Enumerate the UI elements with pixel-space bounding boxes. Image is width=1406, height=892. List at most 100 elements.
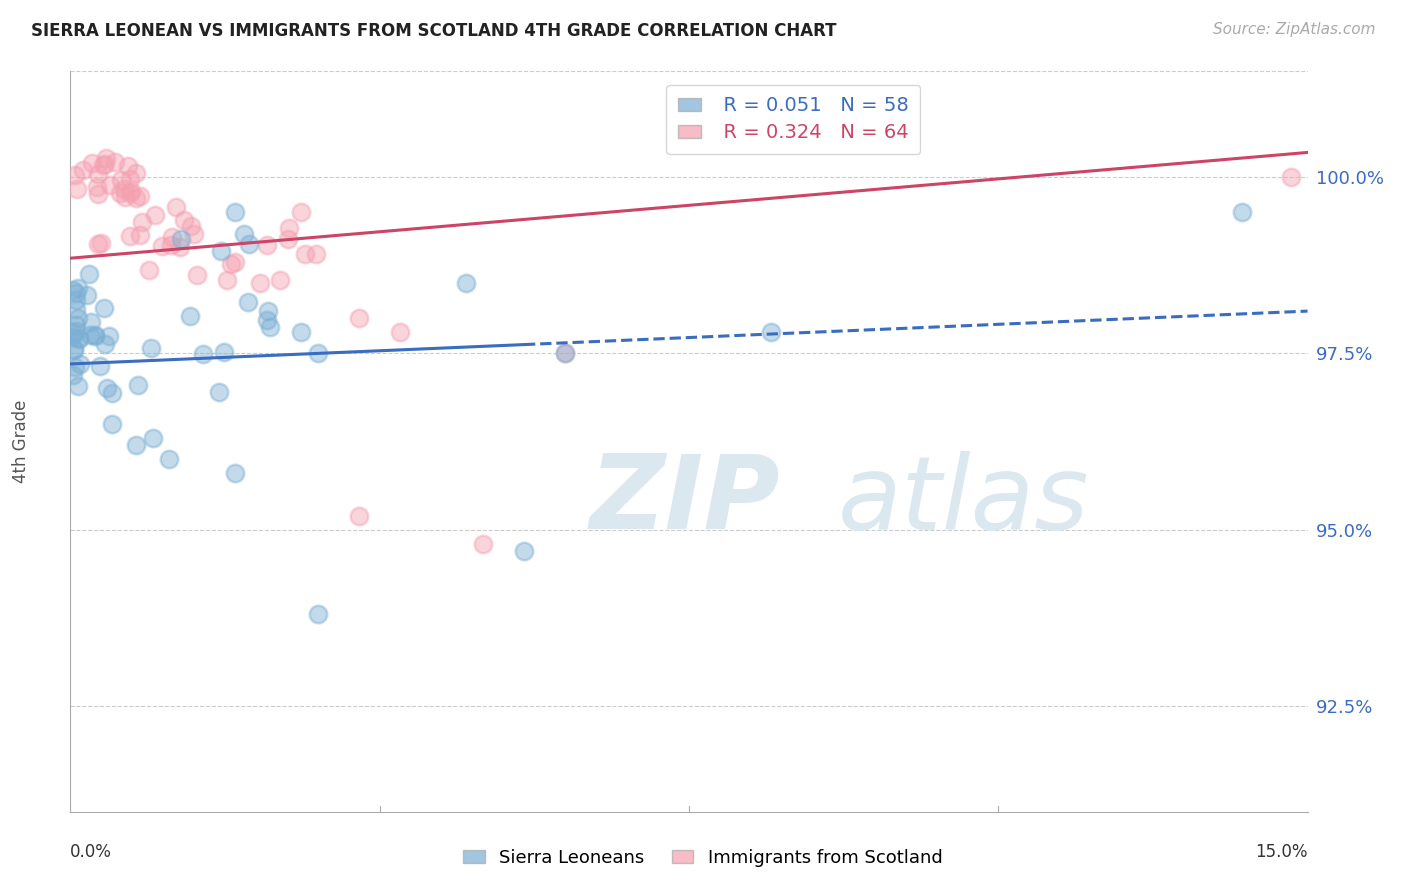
Point xyxy=(69,357,91,371)
Point xyxy=(62,368,84,382)
Point xyxy=(131,215,153,229)
Point xyxy=(65,318,87,333)
Point xyxy=(110,173,132,187)
Point xyxy=(278,220,301,235)
Point xyxy=(290,325,312,339)
Text: atlas: atlas xyxy=(838,450,1088,550)
Point xyxy=(191,347,214,361)
Point xyxy=(80,156,103,170)
Point xyxy=(66,310,89,325)
Text: 0.0%: 0.0% xyxy=(70,844,112,862)
Point xyxy=(249,276,271,290)
Point xyxy=(65,324,87,338)
Point xyxy=(100,417,122,431)
Point xyxy=(108,186,131,200)
Point xyxy=(212,345,235,359)
Point xyxy=(89,359,111,373)
Point xyxy=(77,267,100,281)
Point xyxy=(94,156,117,170)
Point xyxy=(101,386,124,401)
Point xyxy=(98,178,121,192)
Point xyxy=(347,311,370,326)
Point xyxy=(224,467,246,481)
Point xyxy=(471,537,494,551)
Point xyxy=(84,329,107,343)
Point xyxy=(87,237,110,252)
Point xyxy=(127,378,149,392)
Point xyxy=(138,263,160,277)
Text: SIERRA LEONEAN VS IMMIGRANTS FROM SCOTLAND 4TH GRADE CORRELATION CHART: SIERRA LEONEAN VS IMMIGRANTS FROM SCOTLA… xyxy=(31,22,837,40)
Point xyxy=(269,273,291,287)
Point xyxy=(67,379,90,393)
Point xyxy=(761,325,783,339)
Point xyxy=(186,268,208,283)
Point xyxy=(456,276,478,290)
Point xyxy=(69,331,91,345)
Point xyxy=(96,152,118,166)
Point xyxy=(150,239,173,253)
Point xyxy=(65,285,87,300)
Point xyxy=(554,346,576,360)
Point xyxy=(65,293,87,307)
Point xyxy=(96,382,118,396)
Point xyxy=(90,235,112,250)
Point xyxy=(238,236,260,251)
Point xyxy=(125,438,148,452)
Text: 4th Grade: 4th Grade xyxy=(11,400,30,483)
Point xyxy=(84,328,107,343)
Point xyxy=(125,191,148,205)
Point xyxy=(86,179,108,194)
Point xyxy=(87,167,110,181)
Point xyxy=(224,254,246,268)
Point xyxy=(76,287,98,301)
Point xyxy=(129,189,152,203)
Point xyxy=(63,169,86,183)
Point xyxy=(554,346,576,360)
Point xyxy=(347,508,370,523)
Point xyxy=(66,281,89,295)
Text: ZIP: ZIP xyxy=(591,450,780,551)
Point xyxy=(62,330,84,344)
Point xyxy=(307,346,329,360)
Text: 15.0%: 15.0% xyxy=(1256,844,1308,862)
Point xyxy=(117,159,139,173)
Point xyxy=(93,301,115,315)
Point xyxy=(208,385,231,400)
Point xyxy=(294,247,316,261)
Point xyxy=(307,607,329,622)
Point xyxy=(118,186,141,200)
Point xyxy=(180,219,202,233)
Point xyxy=(79,327,101,342)
Point xyxy=(93,337,115,351)
Point xyxy=(256,312,278,326)
Point xyxy=(173,212,195,227)
Point xyxy=(169,240,191,254)
Point xyxy=(219,257,242,271)
Point xyxy=(215,273,238,287)
Point xyxy=(62,283,84,297)
Point xyxy=(224,205,246,219)
Point xyxy=(72,163,94,178)
Point xyxy=(118,171,141,186)
Point xyxy=(87,186,110,201)
Text: Source: ZipAtlas.com: Source: ZipAtlas.com xyxy=(1212,22,1375,37)
Point xyxy=(63,359,86,374)
Point xyxy=(305,246,328,260)
Point xyxy=(120,184,142,198)
Point xyxy=(259,320,281,334)
Point xyxy=(124,165,146,179)
Point xyxy=(143,207,166,221)
Point xyxy=(183,227,205,241)
Point xyxy=(129,227,152,242)
Legend:   R = 0.051   N = 58,   R = 0.324   N = 64: R = 0.051 N = 58, R = 0.324 N = 64 xyxy=(666,85,921,154)
Point xyxy=(114,190,136,204)
Point xyxy=(236,295,259,310)
Point xyxy=(290,204,312,219)
Point xyxy=(63,326,86,341)
Legend: Sierra Leoneans, Immigrants from Scotland: Sierra Leoneans, Immigrants from Scotlan… xyxy=(456,842,950,874)
Point xyxy=(179,309,201,323)
Point xyxy=(104,155,127,169)
Point xyxy=(277,232,299,246)
Point xyxy=(142,431,165,445)
Point xyxy=(118,229,141,244)
